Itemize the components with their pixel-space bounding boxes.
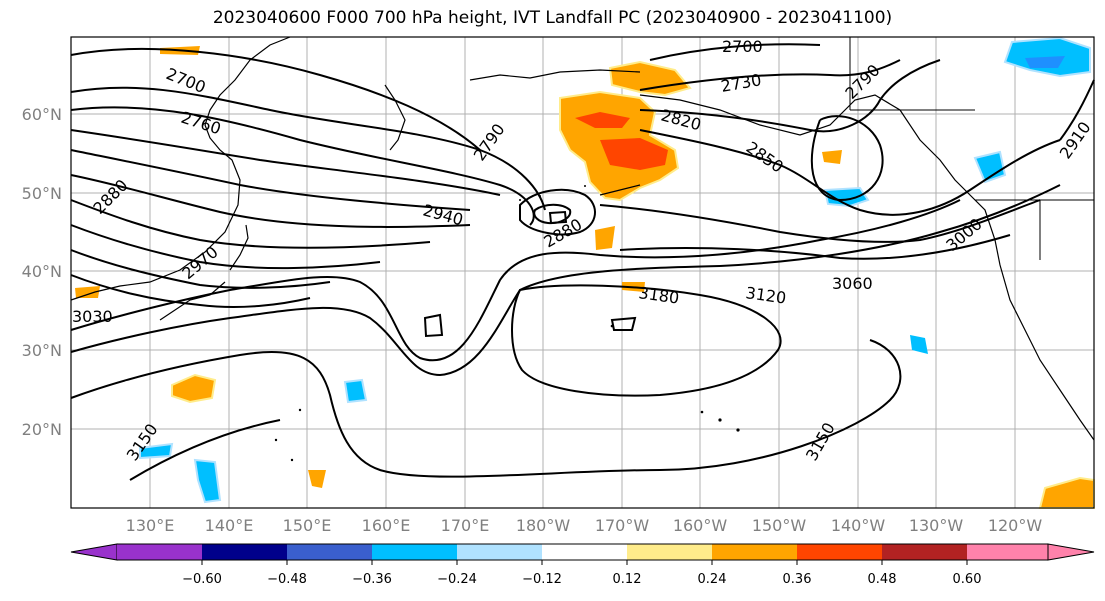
colorbar-tick: −0.48 xyxy=(267,572,307,587)
contour-label: 3030 xyxy=(72,307,113,326)
colorbar-tick: −0.36 xyxy=(352,572,392,587)
colorbar-extend-high xyxy=(1047,543,1095,561)
colorbar-bin xyxy=(712,544,797,560)
lat-label: 50°N xyxy=(22,184,62,203)
lon-label: 150°E xyxy=(283,516,332,535)
ivt-negative-region xyxy=(343,378,368,404)
colorbar-bin xyxy=(287,544,372,560)
ivt-negative-region xyxy=(1025,56,1065,68)
ivt-strong-positive-region xyxy=(600,138,668,170)
lon-label: 170°W xyxy=(595,516,650,535)
colorbar-bin xyxy=(797,544,882,560)
ivt-negative-region xyxy=(193,458,222,504)
height-contours xyxy=(70,43,1095,481)
colorbar-bin xyxy=(202,544,287,560)
ivt-negative-region xyxy=(973,150,1007,184)
lon-label: 170°E xyxy=(441,516,490,535)
colorbar-tick: −0.60 xyxy=(182,572,222,587)
ivt-positive-region xyxy=(822,150,842,164)
map-border xyxy=(70,36,1095,509)
colorbar-bin xyxy=(882,544,967,560)
colorbar-tick: 0.24 xyxy=(698,572,727,587)
colorbar-tick: 0.12 xyxy=(613,572,642,587)
ivt-positive-region xyxy=(75,286,100,298)
lat-label: 20°N xyxy=(22,420,62,439)
ivt-shading xyxy=(75,36,1095,509)
ivt-positive-region xyxy=(308,470,326,488)
colorbar: −0.60 −0.48 −0.36 −0.24 −0.12 0.12 0.24 … xyxy=(70,543,1095,587)
colorbar-bin xyxy=(627,544,712,560)
colorbar-bin xyxy=(372,544,457,560)
coastlines xyxy=(70,36,1095,441)
political-boundaries xyxy=(849,37,1094,260)
colorbar-tick: 0.36 xyxy=(783,572,812,587)
ivt-positive-region xyxy=(595,226,615,250)
ivt-strong-positive-region xyxy=(575,112,630,128)
colorbar-tick: 0.60 xyxy=(953,572,982,587)
lon-label: 180°W xyxy=(516,516,571,535)
colorbar-bin xyxy=(117,544,202,560)
longitude-labels: 130°E 140°E 150°E 160°E 170°E 180°W 170°… xyxy=(126,516,1043,535)
ivt-negative-region xyxy=(139,442,174,460)
lat-label: 60°N xyxy=(22,105,62,124)
lon-label: 130°W xyxy=(909,516,964,535)
ivt-negative-region xyxy=(910,335,928,354)
colorbar-tick: −0.12 xyxy=(522,572,562,587)
lon-label: 120°W xyxy=(988,516,1043,535)
lon-label: 150°W xyxy=(752,516,807,535)
latitude-labels: 60°N 50°N 40°N 30°N 20°N xyxy=(22,105,62,439)
lon-label: 160°W xyxy=(673,516,728,535)
ivt-negative-region xyxy=(823,186,870,208)
lat-label: 30°N xyxy=(22,341,62,360)
lon-label: 140°E xyxy=(205,516,254,535)
map-title: 2023040600 F000 700 hPa height, IVT Land… xyxy=(212,8,893,28)
lat-label: 40°N xyxy=(22,262,62,281)
colorbar-bin xyxy=(967,544,1048,560)
lon-label: 130°E xyxy=(126,516,175,535)
colorbar-extend-low xyxy=(70,543,118,561)
colorbar-bin xyxy=(457,544,542,560)
contour-label: 3060 xyxy=(832,274,873,293)
contour-label: 2700 xyxy=(722,37,763,56)
colorbar-tick: 0.48 xyxy=(868,572,897,587)
ivt-positive-region xyxy=(608,60,692,97)
colorbar-bin xyxy=(542,544,627,560)
lon-label: 160°E xyxy=(362,516,411,535)
lon-label: 140°W xyxy=(831,516,886,535)
colorbar-tick: −0.24 xyxy=(437,572,477,587)
ivt-positive-region xyxy=(171,373,217,404)
